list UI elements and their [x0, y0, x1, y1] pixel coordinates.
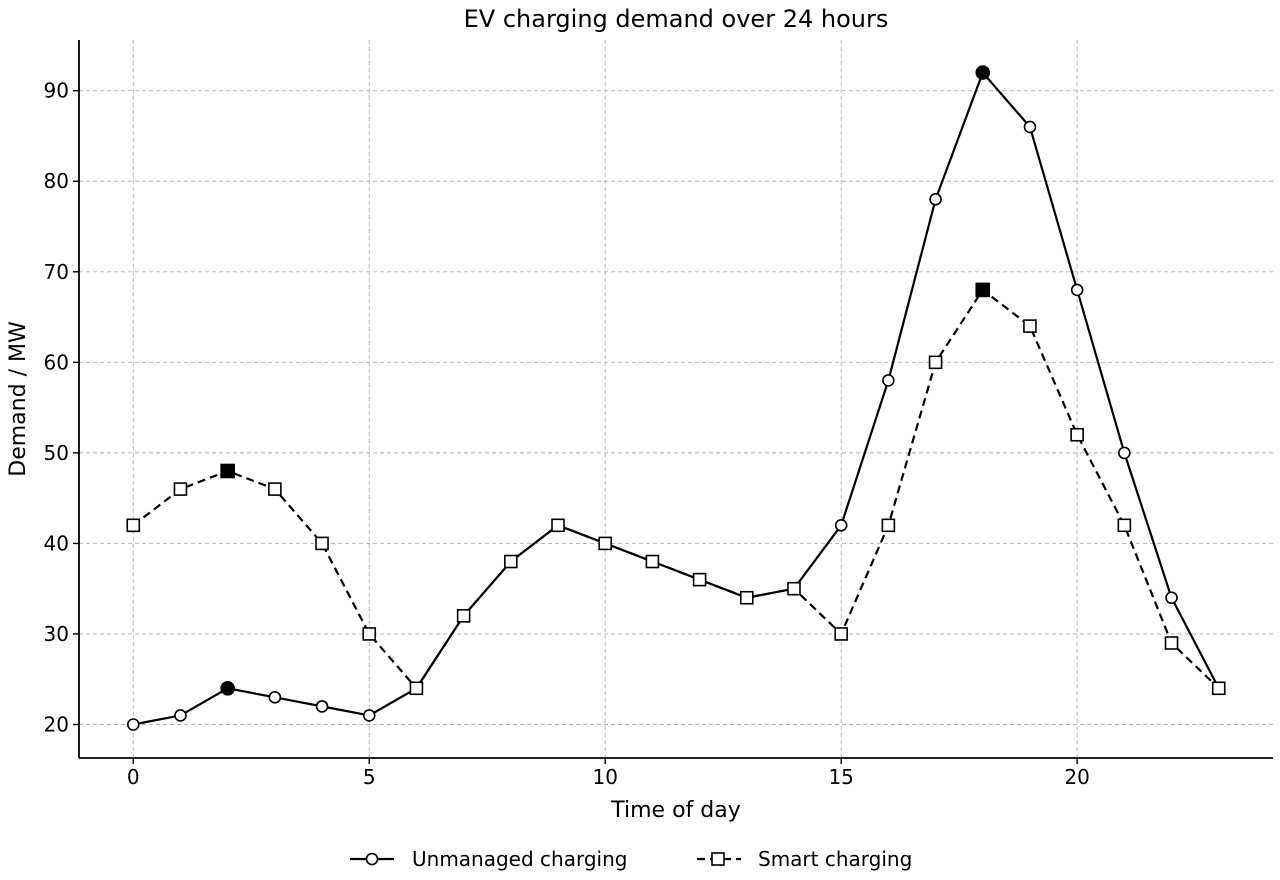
smart-point	[692, 572, 707, 587]
y-tick-label: 50	[44, 441, 69, 465]
unmanaged-peak-point	[975, 65, 991, 80]
smart-point	[1164, 636, 1179, 650]
smart-point	[1023, 319, 1037, 333]
series-line-unmanaged	[133, 71, 1220, 726]
smart-point	[126, 518, 141, 533]
smart-point	[456, 609, 471, 623]
smart-point	[881, 518, 896, 533]
legend-item-smart: Smart charging	[697, 847, 912, 871]
smart-point	[1117, 518, 1132, 533]
smart-point	[928, 355, 943, 370]
smart-point	[268, 482, 282, 496]
unmanaged-point	[1023, 120, 1037, 134]
series-layer	[126, 65, 1226, 731]
smart-point	[1211, 681, 1226, 696]
legend-marker-square	[711, 852, 725, 866]
unmanaged-point	[929, 193, 942, 206]
x-axis-label: Time of day	[610, 798, 741, 823]
axes	[78, 40, 1273, 759]
smart-point	[409, 681, 424, 696]
legend-label-smart: Smart charging	[758, 847, 912, 871]
smart-point	[787, 581, 801, 596]
unmanaged-point	[362, 709, 376, 722]
unmanaged-point	[315, 700, 329, 713]
grid	[79, 40, 1273, 758]
legend: Unmanaged charging Smart charging	[350, 847, 912, 871]
unmanaged-point	[126, 718, 140, 731]
smart-point	[834, 627, 848, 641]
legend-label-unmanaged: Unmanaged charging	[412, 847, 627, 871]
unmanaged-point	[1070, 283, 1084, 297]
smart-point	[1070, 427, 1084, 442]
x-tick-label: 15	[828, 765, 853, 789]
unmanaged-peak-point	[220, 680, 235, 696]
y-axis-label: Demand / MW	[6, 321, 31, 477]
unmanaged-point	[1118, 446, 1131, 460]
y-tick-label: 70	[44, 260, 69, 284]
smart-point	[362, 627, 377, 641]
y-tick-label: 90	[44, 79, 69, 103]
smart-point	[598, 536, 613, 551]
unmanaged-point	[1165, 591, 1178, 605]
smart-point	[173, 482, 188, 496]
smart-point	[504, 554, 518, 569]
smart-point	[645, 554, 660, 569]
y-tick-label: 30	[44, 622, 69, 646]
y-tick-label: 60	[44, 350, 69, 374]
smart-point	[551, 518, 565, 533]
series-line-smart	[132, 288, 1220, 690]
x-tick-label: 5	[363, 765, 376, 789]
smart-point	[315, 536, 329, 551]
chart-title: EV charging demand over 24 hours	[464, 5, 889, 33]
unmanaged-point	[174, 709, 187, 722]
y-tick-label: 20	[44, 712, 69, 736]
unmanaged-point	[882, 374, 895, 387]
x-tick-label: 10	[592, 765, 617, 789]
ticks: 0 5 10 15 20 20 30 40 50 60 70 80 90	[44, 79, 1090, 789]
x-tick-label: 20	[1064, 765, 1089, 789]
smart-peak-point	[975, 282, 991, 298]
unmanaged-point	[834, 519, 848, 532]
y-tick-label: 80	[44, 169, 69, 193]
y-tick-label: 40	[44, 531, 69, 555]
smart-point	[739, 590, 754, 605]
smart-peak-point	[220, 463, 235, 479]
legend-marker-circle	[365, 852, 379, 866]
x-tick-label: 0	[127, 765, 140, 789]
unmanaged-point	[268, 691, 282, 704]
legend-item-unmanaged: Unmanaged charging	[350, 847, 627, 871]
